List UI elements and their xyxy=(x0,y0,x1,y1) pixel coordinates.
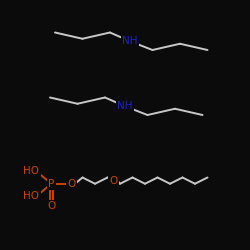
Text: HO: HO xyxy=(23,166,39,176)
Text: O: O xyxy=(47,201,55,211)
Text: O: O xyxy=(110,176,118,186)
Text: HO: HO xyxy=(23,191,39,201)
Text: NH: NH xyxy=(122,36,138,46)
Text: P: P xyxy=(48,179,54,189)
Text: O: O xyxy=(67,179,76,189)
Text: NH: NH xyxy=(117,101,133,111)
